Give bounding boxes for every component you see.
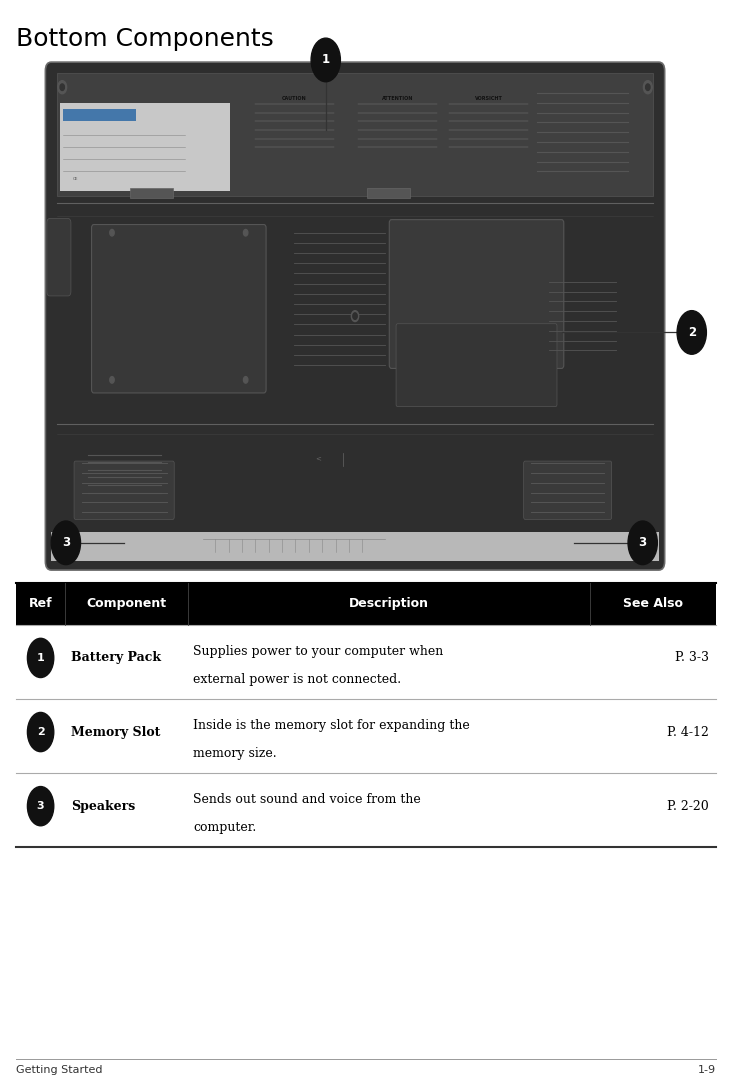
Text: 3: 3	[37, 801, 45, 811]
Circle shape	[27, 639, 53, 678]
Text: external power is not connected.: external power is not connected.	[193, 673, 402, 686]
Text: 3: 3	[638, 536, 647, 549]
Text: 2: 2	[687, 326, 696, 339]
Circle shape	[110, 377, 114, 383]
Text: <: <	[315, 456, 321, 461]
Text: ATTENTION: ATTENTION	[382, 96, 414, 101]
Circle shape	[646, 84, 650, 90]
Text: Memory Slot: Memory Slot	[71, 726, 160, 739]
Circle shape	[60, 542, 64, 548]
Circle shape	[110, 230, 114, 235]
FancyBboxPatch shape	[523, 461, 612, 519]
Bar	[57, 73, 653, 196]
FancyBboxPatch shape	[92, 225, 266, 393]
Circle shape	[311, 38, 340, 82]
FancyBboxPatch shape	[74, 461, 174, 519]
Text: P. 4-12: P. 4-12	[667, 726, 709, 739]
Text: 2: 2	[37, 727, 45, 737]
FancyBboxPatch shape	[389, 219, 564, 368]
Circle shape	[244, 230, 248, 235]
Bar	[16, 699, 716, 773]
Text: CE: CE	[72, 178, 78, 181]
Circle shape	[27, 787, 53, 826]
Circle shape	[60, 84, 64, 90]
Text: Bottom Components: Bottom Components	[16, 27, 274, 51]
Bar	[51, 532, 659, 561]
FancyBboxPatch shape	[45, 62, 665, 570]
Bar	[16, 625, 716, 699]
Text: 1: 1	[37, 653, 45, 663]
Circle shape	[51, 521, 81, 565]
Text: Component: Component	[86, 597, 166, 610]
Text: CAUTION: CAUTION	[282, 96, 307, 101]
Circle shape	[677, 311, 706, 354]
Circle shape	[351, 311, 359, 322]
Text: Speakers: Speakers	[71, 800, 135, 813]
FancyBboxPatch shape	[47, 218, 71, 295]
Text: 1-9: 1-9	[698, 1065, 716, 1075]
Bar	[60, 102, 231, 191]
Bar	[64, 109, 136, 121]
Bar	[16, 773, 716, 847]
Text: memory size.: memory size.	[193, 747, 277, 760]
Text: 1: 1	[321, 53, 330, 66]
Bar	[16, 583, 716, 625]
Text: Getting Started: Getting Started	[16, 1065, 102, 1075]
FancyBboxPatch shape	[396, 324, 557, 407]
Circle shape	[27, 713, 53, 752]
Text: See Also: See Also	[623, 597, 683, 610]
Text: Inside is the memory slot for expanding the: Inside is the memory slot for expanding …	[193, 718, 470, 731]
Bar	[130, 187, 173, 198]
Bar	[367, 187, 410, 198]
Text: Description: Description	[348, 597, 429, 610]
Text: 3: 3	[61, 536, 70, 549]
Circle shape	[646, 542, 650, 548]
Text: P. 2-20: P. 2-20	[667, 800, 709, 813]
Text: VORSICHT: VORSICHT	[475, 96, 503, 101]
Circle shape	[244, 377, 248, 383]
Circle shape	[628, 521, 657, 565]
Text: Ref: Ref	[29, 597, 53, 610]
Text: computer.: computer.	[193, 821, 257, 834]
Text: Supplies power to your computer when: Supplies power to your computer when	[193, 644, 444, 657]
Text: Sends out sound and voice from the: Sends out sound and voice from the	[193, 792, 421, 806]
Circle shape	[643, 81, 652, 94]
Circle shape	[58, 81, 67, 94]
Circle shape	[353, 313, 357, 319]
Text: P. 3-3: P. 3-3	[675, 652, 709, 665]
Text: Battery Pack: Battery Pack	[71, 652, 161, 665]
Circle shape	[643, 538, 652, 552]
Circle shape	[58, 538, 67, 552]
